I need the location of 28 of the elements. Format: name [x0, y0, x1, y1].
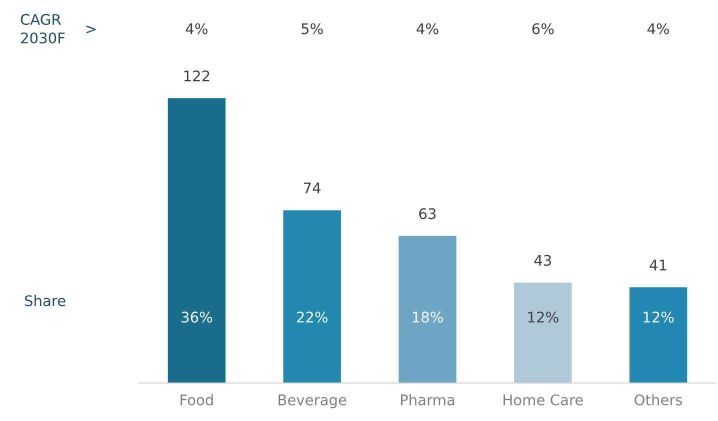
x-tick-label: Others: [634, 394, 682, 406]
annotation: 12%: [644, 312, 674, 323]
text: 5%: [302, 23, 323, 34]
x-tick-label: Beverage: [278, 394, 346, 408]
x-tick-label: Pharma: [401, 394, 454, 406]
text: Share: [24, 294, 66, 306]
text: 4%: [647, 23, 670, 34]
bar: [283, 210, 341, 383]
text: 6%: [532, 23, 554, 34]
data-label: 43: [534, 254, 552, 266]
x-tick-label: Home Care: [504, 394, 583, 406]
annotation: 12%: [528, 312, 558, 323]
annotation: 36%: [182, 312, 212, 323]
annotation: 22%: [296, 312, 328, 323]
data-label: 74: [304, 182, 321, 194]
text: 4%: [186, 23, 208, 34]
text: CAGR 2030F: [20, 14, 65, 44]
bar: [514, 282, 572, 383]
text: 4%: [416, 23, 438, 34]
bar: [168, 98, 226, 383]
bar: [629, 287, 688, 383]
annotation: 18%: [412, 312, 443, 323]
bar: [398, 236, 456, 383]
text: >: [86, 26, 96, 34]
x-tick-label: Food: [180, 394, 213, 406]
data-label: 63: [419, 208, 436, 220]
data-label: 41: [650, 260, 666, 270]
data-label: 122: [184, 70, 210, 82]
